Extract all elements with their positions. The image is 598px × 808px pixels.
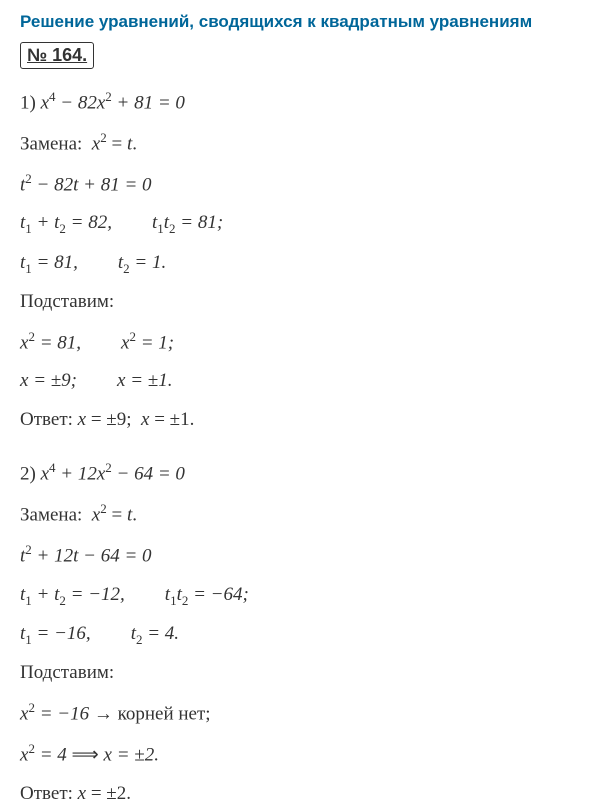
answer-label: Ответ:: [20, 409, 73, 430]
part2-x-eq2: x2 = 4 ⟹ x = ±2.: [20, 739, 578, 770]
part1-t-values: t1 = 81,t2 = 1.: [20, 249, 578, 278]
part2-substitution: Замена: x2 = t.: [20, 499, 578, 530]
part1-equation: 1) x4 − 82x2 + 81 = 0: [20, 87, 578, 118]
part2-sub-equation: t2 + 12t − 64 = 0: [20, 540, 578, 571]
page-header: Решение уравнений, сводящихся к квадратн…: [20, 12, 578, 32]
part2-vieta: t1 + t2 = −12,t1t2 = −64;: [20, 581, 578, 610]
part2-back-sub: Подставим:: [20, 659, 578, 688]
part1-substitution: Замена: x2 = t.: [20, 128, 578, 159]
part1-x-solutions: x = ±9;x = ±1.: [20, 367, 578, 396]
answer-label: Ответ:: [20, 783, 73, 804]
part1-x-equations: x2 = 81,x2 = 1;: [20, 327, 578, 358]
substitution-label: Замена:: [20, 505, 82, 526]
part1-sub-equation: t2 − 82t + 81 = 0: [20, 169, 578, 200]
part2-t-values: t1 = −16,t2 = 4.: [20, 620, 578, 649]
part1-back-sub: Подставим:: [20, 288, 578, 317]
part2-equation: 2) x4 + 12x2 − 64 = 0: [20, 458, 578, 489]
part2-x-eq1: x2 = −16 → корней нет;: [20, 698, 578, 729]
part1-vieta: t1 + t2 = 82,t1t2 = 81;: [20, 209, 578, 238]
substitution-label: Замена:: [20, 133, 82, 154]
part1-answer: Ответ: x = ±9; x = ±1.: [20, 406, 578, 435]
part2-answer: Ответ: x = ±2.: [20, 780, 578, 808]
problem-number: № 164.: [20, 42, 94, 69]
